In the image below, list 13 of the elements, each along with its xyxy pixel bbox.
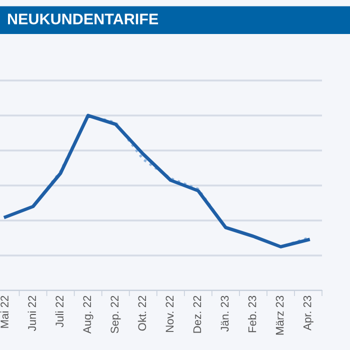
x-tick-label: Jän. 23 [220, 296, 229, 332]
x-tick-label: Dez. 22 [193, 296, 202, 333]
x-tick-label: Aug. 22 [83, 296, 94, 334]
x-tick-label: Feb. 23 [248, 296, 256, 332]
x-tick-label: Mai 22 [0, 296, 8, 328]
x-tick-label: Okt. 22 [138, 296, 146, 331]
chart-title: NEUKUNDENTARIFE [8, 14, 158, 24]
x-tick-label: Apr. 23 [303, 296, 314, 331]
x-tick-label: März 23 [276, 296, 284, 335]
x-tick-label: Sep. 22 [110, 296, 121, 334]
x-tick-label: Juni 22 [28, 296, 36, 332]
x-tick-label: Nov. 22 [166, 296, 174, 332]
x-tick-label: Juli 22 [55, 296, 64, 328]
